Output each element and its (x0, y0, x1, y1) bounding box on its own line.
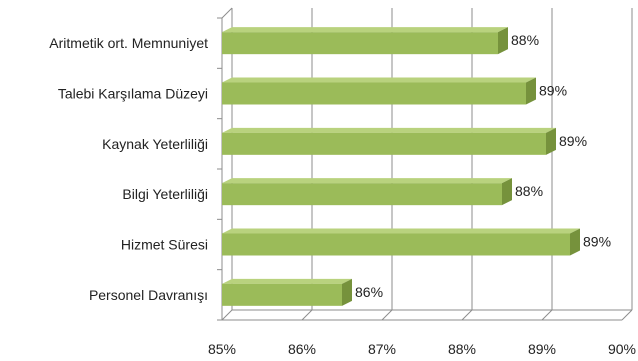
bar-top-face (222, 127, 556, 133)
y-axis-top-edge (221, 7, 233, 19)
floor-gridline (541, 309, 553, 321)
x-tick-label: 86% (288, 341, 316, 357)
x-tick-label: 90% (608, 341, 636, 357)
bar-side-face (498, 27, 508, 55)
x-tick-label: 85% (208, 341, 236, 357)
bar-side-face (570, 228, 580, 256)
bar-front-face (222, 183, 502, 206)
bar-front-face (222, 283, 342, 306)
category-label: Talebi Karşılama Düzeyi (58, 86, 208, 102)
floor-gridline (381, 309, 393, 321)
x-tick-label: 88% (448, 341, 476, 357)
category-label: Bilgi Yeterliliği (122, 186, 208, 202)
bar (222, 178, 512, 206)
data-label: 89% (559, 133, 587, 149)
bar-front-face (222, 32, 498, 55)
data-label: 88% (511, 32, 539, 48)
x-tick-label: 89% (528, 341, 556, 357)
bar-top-face (222, 278, 352, 284)
floor-gridline (621, 309, 633, 321)
bar-side-face (526, 77, 536, 105)
category-label: Aritmetik ort. Memnuniyet (49, 35, 208, 51)
category-label: Kaynak Yeterliliği (102, 136, 208, 152)
bars (222, 27, 580, 306)
bar-side-face (546, 127, 556, 155)
data-label: 89% (583, 234, 611, 250)
data-label: 89% (539, 83, 567, 99)
category-label: Hizmet Süresi (121, 237, 208, 253)
bar-side-face (502, 178, 512, 206)
bar (222, 77, 536, 105)
axes (217, 7, 632, 321)
bar-top-face (222, 178, 512, 184)
bar-top-face (222, 77, 536, 83)
bar (222, 278, 352, 306)
floor-gridline (221, 309, 233, 321)
bar-front-face (222, 82, 526, 105)
gridlines (221, 8, 633, 321)
bar (222, 127, 556, 155)
floor-gridline (301, 309, 313, 321)
bar-side-face (342, 278, 352, 306)
bar-top-face (222, 27, 508, 33)
bar-top-face (222, 228, 580, 234)
bar-front-face (222, 233, 570, 256)
category-label: Personel Davranışı (89, 287, 208, 303)
x-tick-label: 87% (368, 341, 396, 357)
data-label: 86% (355, 284, 383, 300)
bar (222, 228, 580, 256)
data-label: 88% (515, 183, 543, 199)
labels: 85% 86% 87% 88% 89% 90% Aritmetik ort. Memnuni… (49, 32, 636, 357)
floor-gridline (461, 309, 473, 321)
bar-front-face (222, 132, 546, 155)
bar (222, 27, 508, 55)
